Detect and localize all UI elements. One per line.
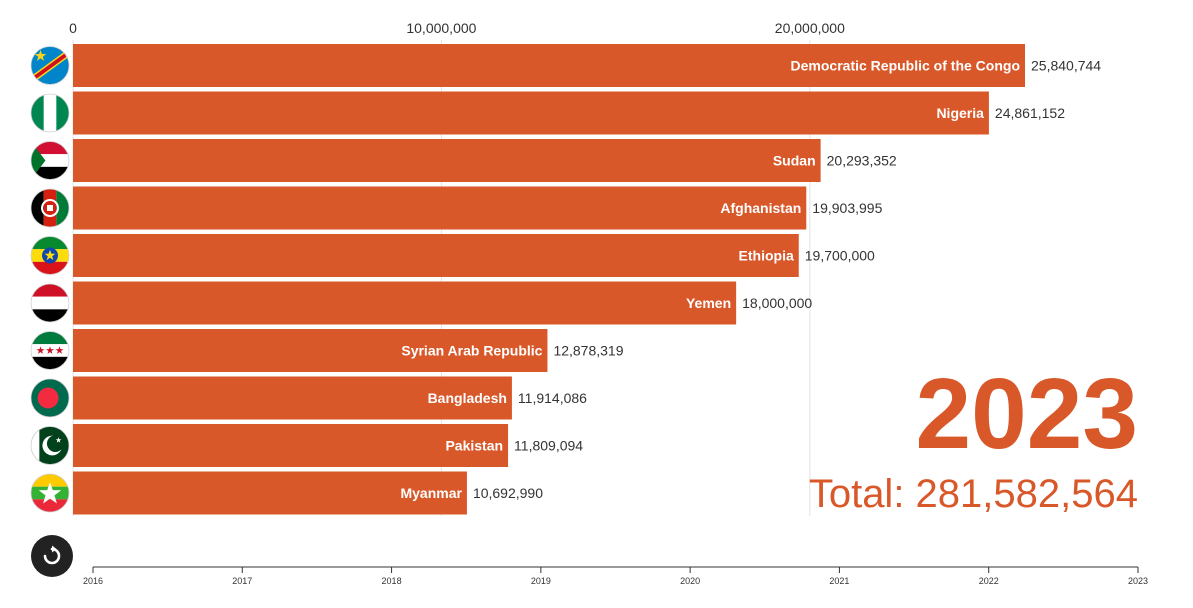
bar <box>73 234 799 277</box>
timeline-year-label[interactable]: 2019 <box>531 576 551 586</box>
bar-category-label: Myanmar <box>400 485 462 501</box>
bar <box>73 329 548 372</box>
timeline-year-label[interactable]: 2018 <box>382 576 402 586</box>
bars: Democratic Republic of the Congo 25,840,7… <box>73 44 1101 515</box>
current-year-label: 2023 <box>915 358 1138 470</box>
bar-value-label: 10,692,990 <box>473 485 543 501</box>
drc-flag-icon <box>30 46 70 85</box>
timeline-year-label[interactable]: 2023 <box>1128 576 1148 586</box>
myanmar-flag-icon <box>30 473 70 513</box>
replay-button[interactable] <box>31 535 73 577</box>
pakistan-flag-icon <box>30 426 70 465</box>
bar-category-label: Pakistan <box>445 438 503 454</box>
bar-category-label: Bangladesh <box>428 390 507 406</box>
syria-flag-icon <box>30 331 70 370</box>
bar <box>73 376 512 420</box>
x-tick-label: 0 <box>69 20 77 36</box>
sudan-flag-icon <box>30 141 70 180</box>
x-tick-label: 10,000,000 <box>406 20 476 36</box>
bar <box>73 139 821 182</box>
bar-category-label: Democratic Republic of the Congo <box>791 58 1020 74</box>
bar <box>73 424 509 467</box>
nigeria-flag-icon <box>30 93 70 133</box>
total-label: Total: 281,582,564 <box>808 472 1138 516</box>
x-tick-label: 20,000,000 <box>775 20 845 36</box>
bar-value-label: 12,878,319 <box>553 343 623 359</box>
bar <box>73 281 737 325</box>
bar-category-label: Afghanistan <box>720 200 801 216</box>
replay-icon <box>43 545 61 565</box>
bar <box>73 44 1025 87</box>
yemen-flag-icon <box>30 283 70 323</box>
bar <box>73 186 807 230</box>
flag-column <box>30 46 70 513</box>
timeline-year-label[interactable]: 2020 <box>680 576 700 586</box>
timeline-year-label[interactable]: 2017 <box>232 576 252 586</box>
bar-value-label: 18,000,000 <box>742 295 812 311</box>
x-axis: 0 10,000,000 20,000,000 <box>69 20 845 36</box>
bar-category-label: Syrian Arab Republic <box>401 343 542 359</box>
bar-category-label: Ethiopia <box>739 248 794 264</box>
ethiopia-flag-icon <box>30 236 70 275</box>
timeline-axis[interactable]: 2016 2017 2018 2019 2020 2021 2022 2023 <box>83 566 1148 586</box>
bar-value-label: 11,809,094 <box>514 438 583 454</box>
bar-category-label: Yemen <box>686 295 731 311</box>
afghanistan-flag-icon <box>30 188 70 228</box>
bar-value-label: 25,840,744 <box>1031 58 1101 74</box>
bar-value-label: 19,700,000 <box>805 248 875 264</box>
bar-value-label: 24,861,152 <box>995 105 1065 121</box>
bar <box>73 471 467 515</box>
bar-category-label: Nigeria <box>936 105 984 121</box>
bar-value-label: 11,914,086 <box>518 390 587 406</box>
timeline-year-label[interactable]: 2021 <box>829 576 849 586</box>
bar-value-label: 19,903,995 <box>812 200 882 216</box>
bar-value-label: 20,293,352 <box>827 153 897 169</box>
bar-category-label: Sudan <box>773 153 816 169</box>
timeline-year-label[interactable]: 2016 <box>83 576 103 586</box>
bangladesh-flag-icon <box>30 378 70 418</box>
timeline-year-label[interactable]: 2022 <box>979 576 999 586</box>
bar <box>73 91 989 135</box>
